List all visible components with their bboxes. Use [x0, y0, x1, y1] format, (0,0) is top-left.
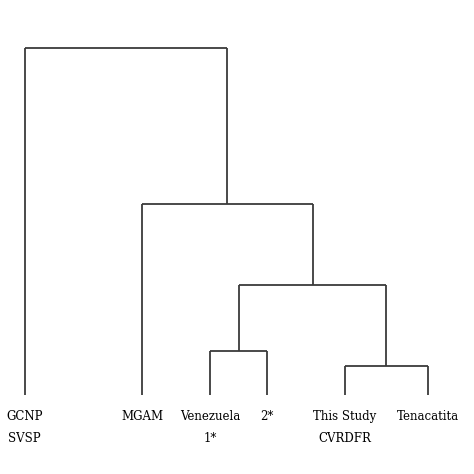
Text: MGAM: MGAM [121, 410, 163, 423]
Text: CVRDFR: CVRDFR [318, 432, 371, 445]
Text: Tenacatita: Tenacatita [397, 410, 459, 423]
Text: SVSP: SVSP [8, 432, 41, 445]
Text: This Study: This Study [313, 410, 376, 423]
Text: 1*: 1* [204, 432, 217, 445]
Text: Venezuela: Venezuela [180, 410, 241, 423]
Text: 2*: 2* [260, 410, 274, 423]
Text: GCNP: GCNP [6, 410, 43, 423]
